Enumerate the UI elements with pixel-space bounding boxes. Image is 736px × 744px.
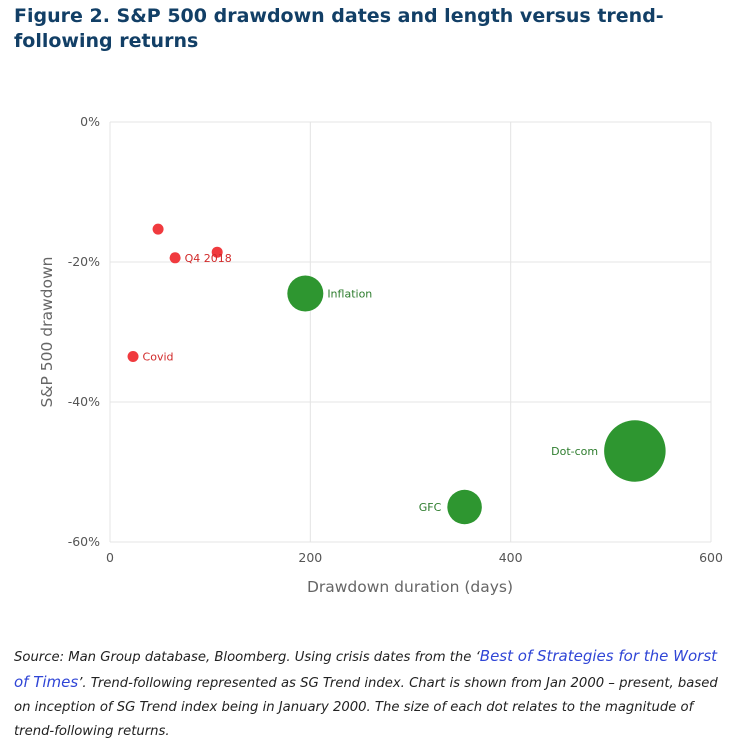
- point-layer: [127, 223, 666, 525]
- label-layer: Q4 2018 Covid Inflation Dot-com GFC: [143, 252, 599, 514]
- source-link[interactable]: Best of Strategies for the Worst of Time…: [14, 647, 718, 691]
- data-label-gfc: GFC: [419, 501, 442, 514]
- x-tick-label: 600: [699, 550, 723, 565]
- y-tick-label: 0%: [80, 114, 100, 129]
- source-suffix: ’. Trend-following represented as SG Tre…: [14, 676, 718, 739]
- y-tick-label: -60%: [68, 534, 100, 549]
- data-point-inflation[interactable]: [287, 275, 324, 312]
- y-axis-label: S&P 500 drawdown: [38, 257, 56, 408]
- y-tick-label: -40%: [68, 394, 100, 409]
- grid-layer: [109, 121, 712, 543]
- data-label-q4-2018: Q4 2018: [185, 252, 232, 265]
- scatter-chart: 0 200 400 600 0% -20% -40% -60% Drawdown durati…: [38, 114, 723, 596]
- x-tick-label: 400: [499, 550, 523, 565]
- source-prefix: Source: Man Group database, Bloomberg. U…: [14, 650, 480, 665]
- data-point-gfc[interactable]: [447, 489, 482, 525]
- data-point-q4-2018[interactable]: [169, 252, 181, 264]
- y-tick-label: -20%: [68, 254, 100, 269]
- data-label-inflation: Inflation: [327, 288, 372, 301]
- data-point-covid[interactable]: [127, 351, 139, 362]
- data-point[interactable]: [211, 246, 223, 258]
- data-label-dot-com: Dot-com: [551, 445, 598, 458]
- x-tick-label: 0: [106, 550, 114, 565]
- chart-title: Figure 2. S&P 500 drawdown dates and len…: [14, 5, 664, 52]
- data-point[interactable]: [152, 223, 164, 235]
- data-point-dot-com[interactable]: [604, 420, 666, 482]
- tick-layer: 0 200 400 600 0% -20% -40% -60%: [68, 114, 723, 565]
- source-note: Source: Man Group database, Bloomberg. U…: [14, 644, 726, 744]
- x-tick-label: 200: [298, 550, 322, 565]
- data-label-covid: Covid: [143, 351, 174, 364]
- x-axis-label: Drawdown duration (days): [307, 578, 513, 596]
